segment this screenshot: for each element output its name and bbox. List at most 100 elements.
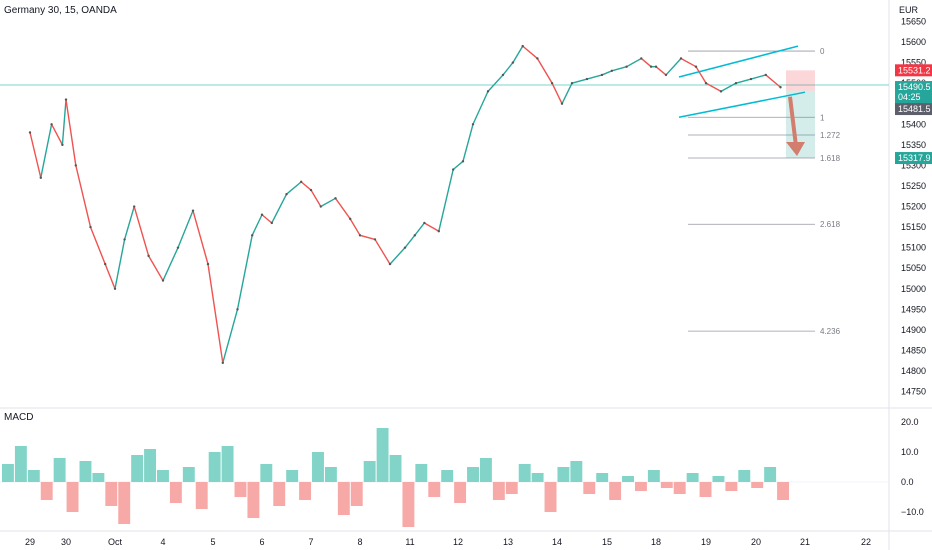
macd-bar [234, 482, 247, 497]
macd-bar [647, 470, 660, 482]
macd-bar [350, 482, 363, 506]
macd-tick-label: −10.0 [901, 507, 924, 517]
fib-level-label: 1.272 [820, 131, 841, 140]
price-point [221, 361, 224, 365]
price-point [679, 57, 683, 60]
price-point [123, 238, 126, 241]
macd-bar [518, 464, 531, 482]
price-point [640, 57, 643, 60]
price-segment [438, 169, 454, 232]
price-segment [705, 82, 722, 92]
macd-bar [764, 467, 777, 482]
macd-bar [660, 482, 673, 488]
x-tick-label: 4 [160, 537, 165, 547]
price-point [749, 77, 753, 81]
price-point [349, 217, 352, 221]
price-point [536, 57, 539, 60]
price-point [719, 90, 723, 93]
macd-bar [389, 455, 402, 482]
macd-tick-label: 0.0 [901, 477, 914, 487]
price-segment [177, 210, 194, 248]
channel-upper-line [678, 45, 799, 78]
price-point [319, 205, 322, 208]
price-point [89, 225, 92, 229]
price-segment [389, 247, 406, 265]
price-point [437, 230, 440, 233]
macd-bar [144, 449, 157, 482]
y-tick-label: 15150 [901, 222, 926, 232]
price-segment [626, 57, 642, 68]
price-segment [359, 234, 376, 241]
y-tick-label: 14950 [901, 304, 926, 314]
y-tick-label: 15550 [901, 58, 926, 68]
price-point [704, 81, 708, 85]
macd-bar [53, 458, 66, 482]
macd-bar [27, 470, 40, 482]
macd-bar [131, 455, 144, 482]
price-point [403, 246, 407, 249]
price-segment [334, 197, 351, 220]
price-segment [75, 165, 92, 228]
y-tick-label: 15000 [901, 284, 926, 294]
price-point [521, 44, 524, 48]
x-tick-label: Oct [108, 537, 123, 547]
x-tick-label: 12 [453, 537, 463, 547]
price-segment [104, 263, 116, 290]
price-point [654, 65, 658, 68]
macd-bar [673, 482, 686, 494]
price-point [176, 246, 180, 249]
price-segment [133, 206, 150, 257]
macd-bar [609, 482, 622, 500]
macd-tick-label: 10.0 [901, 447, 919, 457]
price-point [560, 102, 564, 105]
price-point [104, 262, 107, 266]
x-tick-label: 19 [701, 537, 711, 547]
macd-bar [273, 482, 286, 506]
macd-bar [467, 467, 479, 482]
macd-bar [118, 482, 131, 524]
macd-tick-label: 20.0 [901, 417, 919, 427]
price-point [191, 209, 195, 212]
chart-title: Germany 30, 15, OANDA [4, 5, 117, 16]
price-segment [114, 239, 126, 289]
price-point [550, 81, 554, 85]
price-segment [162, 247, 179, 281]
macd-bar [544, 482, 557, 512]
price-point [664, 73, 668, 77]
price-point [206, 262, 210, 266]
price-point [251, 234, 254, 237]
price-segment [50, 123, 64, 146]
price-point [423, 221, 426, 225]
macd-bar [492, 482, 505, 500]
price-segment [512, 45, 524, 63]
y-tick-label: 14800 [901, 366, 926, 376]
macd-bar [169, 482, 182, 503]
macd-bar [337, 482, 350, 515]
y-tick-label: 15200 [901, 202, 926, 212]
fib-level-label: 1.618 [820, 154, 841, 163]
x-tick-label: 30 [61, 537, 71, 547]
macd-bar [260, 464, 273, 482]
macd-bar [221, 446, 234, 482]
x-tick-label: 7 [308, 537, 313, 547]
price-point [285, 192, 288, 196]
macd-bar [622, 476, 634, 482]
price-point [764, 73, 767, 77]
price-point [50, 123, 53, 126]
price-segment [286, 181, 302, 195]
y-tick-label: 14750 [901, 387, 926, 397]
x-tick-label: 11 [405, 537, 414, 547]
macd-bar [531, 473, 544, 482]
price-segment [502, 62, 514, 76]
price-segment [522, 45, 538, 60]
price-segment [65, 99, 77, 166]
macd-bar [2, 464, 14, 482]
macd-bar [738, 470, 751, 482]
price-point [501, 73, 505, 77]
price-segment [414, 222, 425, 236]
price-segment [640, 57, 652, 68]
macd-bar [105, 482, 118, 506]
price-segment [665, 57, 682, 76]
y-tick-label: 15650 [901, 16, 926, 26]
